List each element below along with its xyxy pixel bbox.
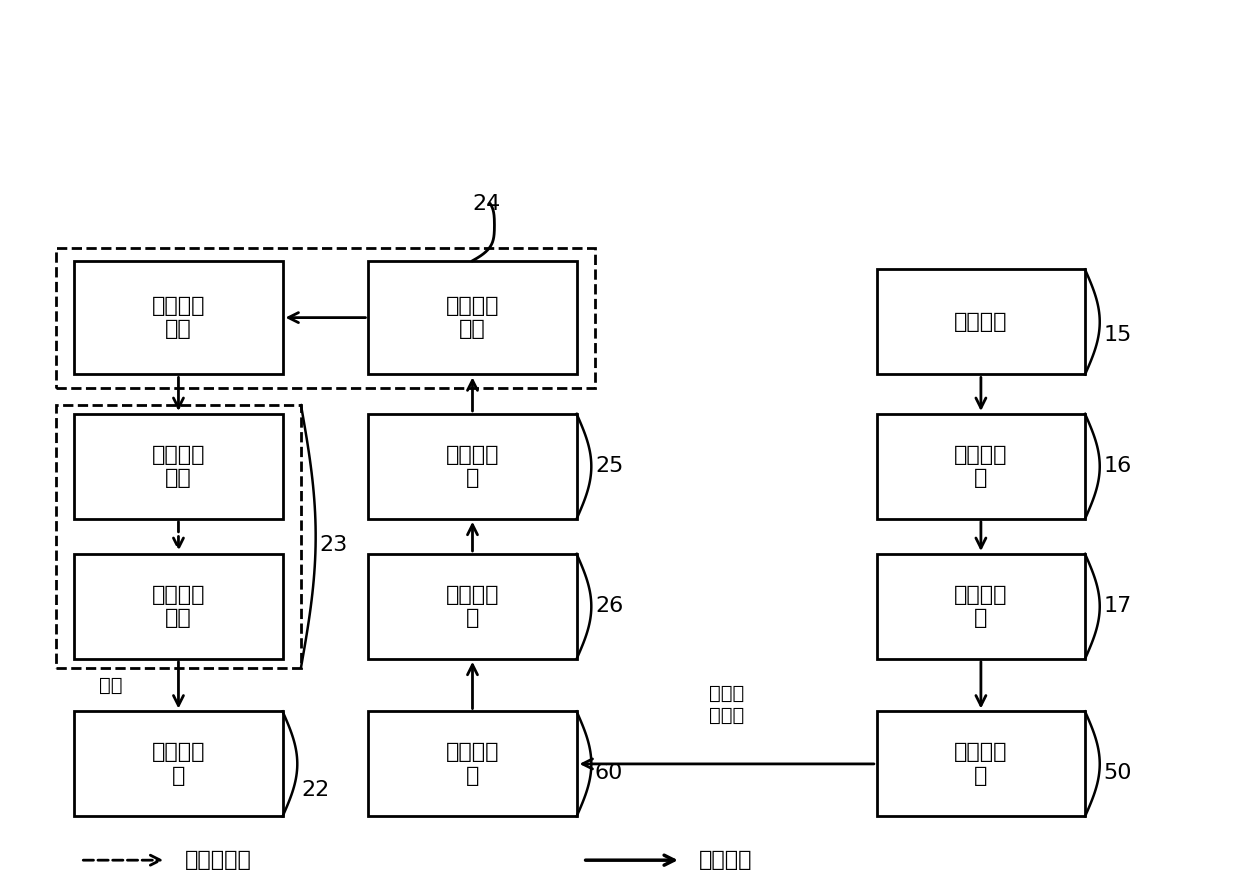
Text: 50: 50 bbox=[1104, 763, 1132, 782]
Text: 16: 16 bbox=[1104, 456, 1131, 477]
Text: 第一差速
器: 第一差速 器 bbox=[954, 585, 1007, 628]
Text: 滑摩: 滑摩 bbox=[99, 676, 123, 694]
Text: 离合器从
动盘: 离合器从 动盘 bbox=[151, 444, 206, 488]
Text: 非刚性连接: 非刚性连接 bbox=[185, 850, 252, 870]
Text: 第二差速
器: 第二差速 器 bbox=[446, 585, 499, 628]
Text: 离合器主
动盘: 离合器主 动盘 bbox=[151, 585, 206, 628]
Text: 25: 25 bbox=[595, 456, 623, 477]
Text: 22: 22 bbox=[301, 781, 330, 800]
Bar bbox=[74, 260, 282, 374]
Bar bbox=[74, 414, 282, 519]
Text: 60: 60 bbox=[595, 763, 623, 782]
Text: 24: 24 bbox=[472, 194, 501, 214]
Text: 第一驱动
轴: 第一驱动 轴 bbox=[954, 742, 1007, 786]
Bar bbox=[368, 414, 576, 519]
Bar bbox=[368, 711, 576, 816]
Bar bbox=[56, 405, 301, 668]
Text: 第二驱动
轴: 第二驱动 轴 bbox=[446, 742, 499, 786]
Text: 第一减速
器: 第一减速 器 bbox=[954, 444, 1007, 488]
Text: 力经车
身传递: 力经车 身传递 bbox=[709, 684, 745, 725]
Text: 15: 15 bbox=[1104, 325, 1131, 345]
Text: 17: 17 bbox=[1104, 597, 1131, 616]
Bar bbox=[877, 269, 1085, 374]
Bar bbox=[74, 711, 282, 816]
Bar bbox=[877, 554, 1085, 659]
Text: 变速筱输
出轴: 变速筱输 出轴 bbox=[446, 296, 499, 340]
Text: 23: 23 bbox=[320, 535, 348, 555]
Text: 刚性连接: 刚性连接 bbox=[699, 850, 752, 870]
Text: 26: 26 bbox=[595, 597, 623, 616]
Text: 第二减速
器: 第二减速 器 bbox=[446, 444, 499, 488]
Text: 发动机飞
轮: 发动机飞 轮 bbox=[151, 742, 206, 786]
Bar bbox=[368, 260, 576, 374]
Bar bbox=[56, 248, 595, 388]
Text: 变速筱输
入轴: 变速筱输 入轴 bbox=[151, 296, 206, 340]
Bar bbox=[74, 554, 282, 659]
Bar bbox=[877, 711, 1085, 816]
Bar bbox=[368, 554, 576, 659]
Text: 驱动电机: 驱动电机 bbox=[954, 312, 1007, 332]
Bar bbox=[877, 414, 1085, 519]
